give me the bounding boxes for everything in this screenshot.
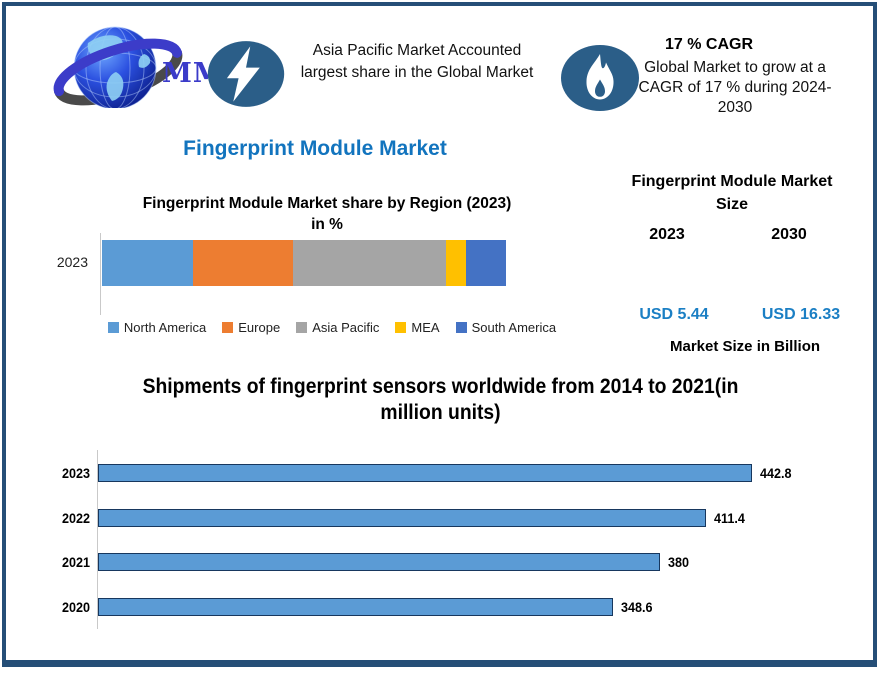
market-size-footnote: Market Size in Billion: [669, 338, 821, 355]
legend-swatch-asia-pacific: [296, 322, 308, 333]
legend-label-south-america: South America: [471, 320, 557, 335]
shipments-year-2022: 2022: [61, 509, 90, 526]
shipments-title-line1: Shipments of fingerprint sensors worldwi…: [142, 375, 739, 398]
legend-item-asia-pacific: Asia Pacific: [296, 320, 379, 335]
lightning-badge: [206, 39, 286, 114]
flame-badge: [560, 43, 640, 118]
shipments-row-2022: 2022 411.4: [35, 507, 748, 529]
legend-swatch-south-america: [455, 322, 467, 333]
segment-asia-pacific: [293, 240, 447, 286]
segment-mea: [446, 240, 467, 286]
legend-swatch-north-america: [107, 322, 119, 333]
market-size-value-2023: USD 5.44: [639, 306, 709, 323]
legend-label-north-america: North America: [123, 320, 207, 335]
shipments-value-2021: 380: [668, 554, 690, 570]
globe-icon: [53, 26, 183, 110]
legend-label-asia-pacific: Asia Pacific: [312, 320, 380, 335]
segment-north-america: [102, 240, 193, 286]
region-chart-subtitle: in %: [311, 216, 343, 233]
legend-item-mea: MEA: [395, 320, 440, 335]
shipments-bar-2020: [98, 597, 613, 616]
region-chart-legend: North America Europe Asia Pacific MEA South …: [92, 320, 572, 335]
region-stacked-bar: [102, 240, 506, 286]
shipments-year-2020: 2020: [61, 598, 90, 615]
lightning-icon: [207, 41, 285, 107]
shipments-bar-rows: 2023 442.8 2022 411.4 2021 380 2020 348.6: [35, 452, 855, 632]
cagr-headline: 17 % CAGR: [664, 36, 754, 53]
segment-south-america: [466, 240, 506, 286]
region-chart-title: Fingerprint Module Market share by Regio…: [142, 195, 512, 212]
shipments-chart-y-axis: [97, 450, 98, 629]
shipments-year-2021: 2021: [61, 554, 90, 570]
shipments-value-2023: 442.8: [760, 465, 792, 481]
shipments-bar-2023: [98, 464, 752, 482]
segment-europe: [192, 240, 294, 286]
market-size-year-2030: 2030: [771, 226, 807, 243]
flame-icon: [561, 45, 639, 111]
shipments-bar-2022: [98, 508, 706, 527]
legend-item-north-america: North America: [107, 320, 207, 335]
legend-swatch-mea: [395, 322, 407, 333]
shipments-row-2023: 2023 442.8: [35, 462, 795, 484]
shipments-row-2021: 2021 380: [35, 551, 691, 573]
legend-label-mea: MEA: [411, 320, 440, 335]
region-chart-category-label: 2023: [56, 254, 88, 270]
legend-item-south-america: South America: [455, 320, 557, 335]
region-chart-y-axis: [100, 233, 101, 315]
shipments-value-2020: 348.6: [621, 598, 653, 615]
highlight-asia-pacific-text: Asia Pacific Market Accounted largest sh…: [300, 42, 534, 81]
legend-item-europe: Europe: [222, 320, 280, 335]
market-size-year-2023: 2023: [649, 226, 685, 243]
shipments-row-2020: 2020 348.6: [35, 596, 656, 618]
page-title: Fingerprint Module Market: [183, 137, 447, 160]
shipments-title-line2: million units): [380, 401, 501, 424]
cagr-description: Global Market to grow at a CAGR of 17 % …: [638, 59, 832, 116]
market-size-title: Fingerprint Module Market Size: [631, 173, 833, 213]
shipments-value-2022: 411.4: [714, 509, 745, 526]
shipments-bar-2021: [98, 553, 660, 571]
shipments-chart-title: Shipments of fingerprint sensors worldwi…: [35, 374, 846, 426]
mmr-logo: MMR: [28, 10, 246, 110]
legend-swatch-europe: [222, 322, 234, 333]
market-size-value-2030: USD 16.33: [761, 306, 841, 323]
shipments-year-2023: 2023: [61, 465, 90, 481]
legend-label-europe: Europe: [238, 320, 281, 335]
